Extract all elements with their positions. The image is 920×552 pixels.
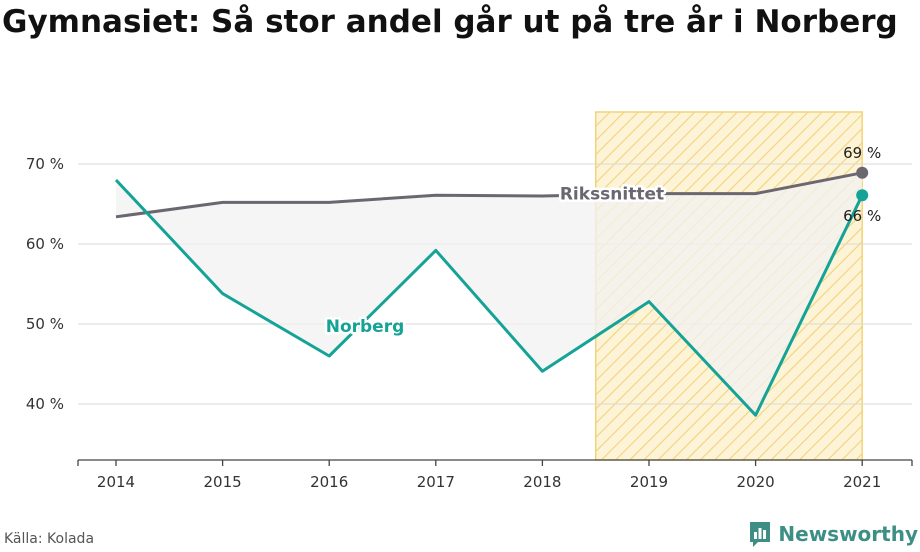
x-tick-label: 2015	[204, 473, 242, 491]
gap-area	[116, 172, 863, 416]
x-tick-label: 2021	[843, 473, 881, 491]
y-tick-label: 60 %	[26, 235, 64, 253]
series-line-rikssnittet	[115, 171, 863, 219]
end-point-norberg	[856, 189, 869, 202]
y-tick-label: 40 %	[26, 395, 64, 413]
x-tick-label: 2018	[523, 473, 561, 491]
end-value-label-norberg: 66 %	[843, 207, 881, 225]
end-point-rikssnittet	[856, 166, 869, 179]
y-tick-label: 70 %	[26, 155, 64, 173]
y-tick-label: 50 %	[26, 315, 64, 333]
source-note: Källa: Kolada	[4, 531, 95, 547]
end-value-label-rikssnittet: 69 %	[843, 144, 881, 162]
x-tick-label: 2019	[630, 473, 668, 491]
series-label-norberg: Norberg	[326, 317, 405, 337]
x-tick-label: 2014	[97, 473, 135, 491]
newsworthy-logo-icon	[750, 522, 771, 547]
chart-title: Gymnasiet: Så stor andel går ut på tre å…	[2, 4, 898, 40]
x-tick-label: 2020	[737, 473, 775, 491]
x-tick-label: 2017	[417, 473, 455, 491]
brand-logo: Newsworthy	[748, 518, 918, 550]
series-line-norberg	[114, 178, 864, 417]
x-tick-label: 2016	[310, 473, 348, 491]
brand-name: Newsworthy	[778, 522, 918, 546]
series-label-rikssnittet: Rikssnittet	[560, 185, 664, 205]
